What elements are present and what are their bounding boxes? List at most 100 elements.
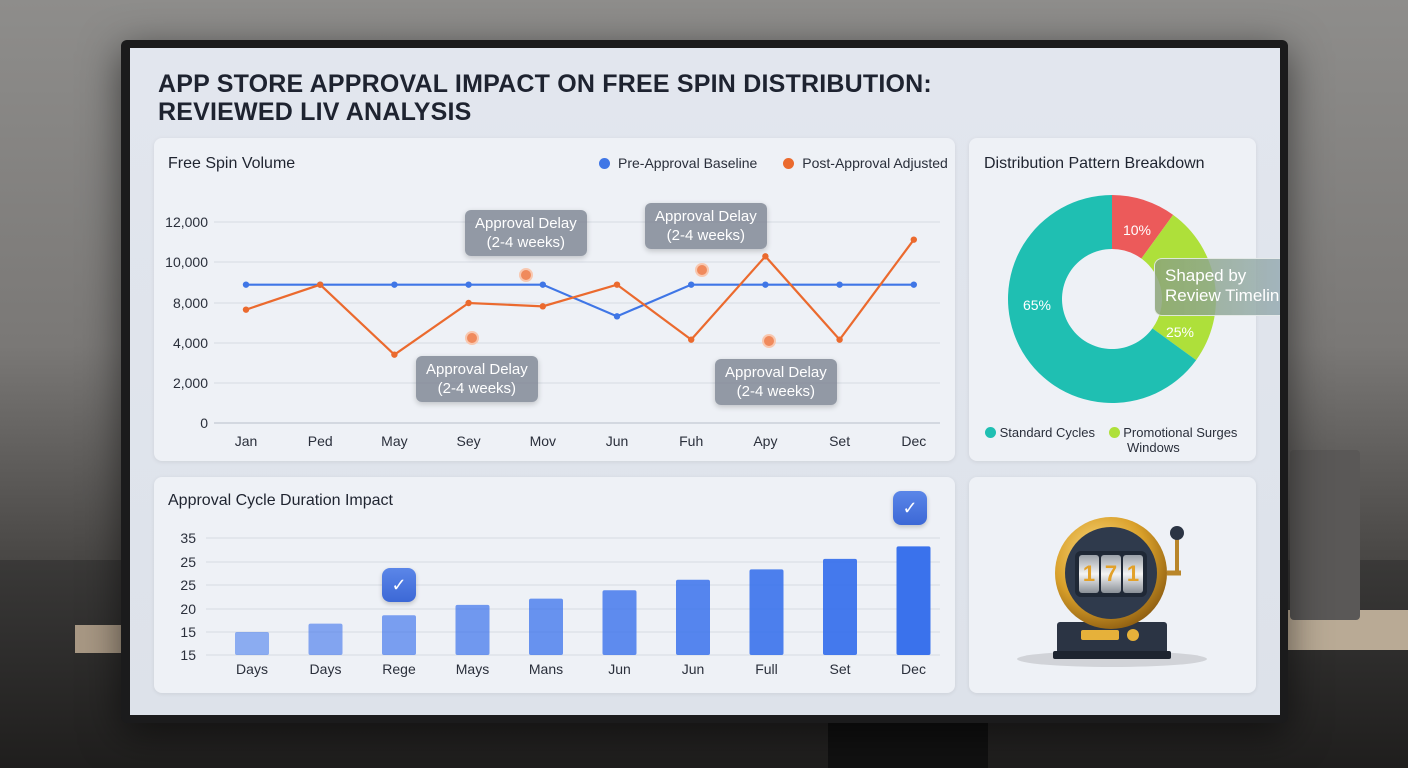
data-point (910, 236, 917, 243)
bar (382, 615, 416, 655)
series-line-post (245, 239, 915, 357)
check-badge-icon: ✓ (893, 491, 927, 525)
legend-label-pre: Pre-Approval Baseline (618, 155, 758, 171)
bar (823, 558, 857, 655)
x-tick-label: Ped (308, 433, 333, 449)
x-tick-label: Mov (530, 433, 556, 449)
dashboard-screen: APP STORE APPROVAL IMPACT ON FREE SPIN D… (130, 48, 1280, 715)
x-tick-label: Rege (382, 661, 416, 677)
y-tick-label: 4,000 (173, 335, 208, 351)
x-tick-label: Set (829, 433, 850, 449)
bar (455, 604, 490, 655)
x-tick-label: Dec (901, 661, 926, 677)
data-point (836, 281, 843, 288)
y-tick-label: 12,000 (165, 214, 208, 230)
x-tick-label: Jun (608, 661, 631, 677)
line-chart-plot: 0 2,000 4,000 8,000 10,000 12,000 Jan Ped May Sey… (165, 214, 940, 449)
data-point (391, 351, 398, 358)
check-badge-icon: ✓ (382, 568, 416, 602)
legend-label-post: Post-Approval Adjusted (802, 155, 948, 171)
line-chart-card: Free Spin Volume Pre-Approval Baseline P… (154, 138, 955, 461)
data-point (242, 306, 250, 313)
svg-text:1: 1 (1127, 561, 1139, 586)
x-tick-label: Jan (235, 433, 258, 449)
slot-machine-card: 1 7 1 (969, 477, 1256, 693)
data-point (613, 313, 621, 320)
approval-delay-callout-3: Approval Delay (2-4 weeks) (416, 356, 538, 402)
y-tick-label: 25 (180, 577, 196, 593)
donut-legend: Standard Cycles Promotional Surges Windo… (985, 425, 1255, 455)
y-tick-label: 15 (180, 624, 196, 640)
x-tick-label: Apy (753, 433, 777, 449)
bar-chart-title: Approval Cycle Duration Impact (168, 492, 393, 509)
approval-delay-callout-2: Approval Delay (2-4 weeks) (645, 203, 767, 249)
donut-slice (1112, 195, 1174, 259)
delay-marker (465, 331, 479, 345)
bar (308, 623, 343, 655)
x-tick-label: Mans (529, 661, 563, 677)
shaped-by-review-callout: Shaped by Review Timelines (1154, 258, 1280, 316)
x-tick-label: Days (310, 661, 342, 677)
data-point (836, 336, 843, 343)
data-point (762, 253, 769, 260)
approval-delay-callout-4: Approval Delay (2-4 weeks) (715, 359, 837, 405)
legend-swatch-post (783, 157, 795, 169)
y-tick-label: 10,000 (165, 254, 208, 270)
donut-slice (1008, 195, 1197, 403)
data-point (910, 281, 917, 288)
legend-swatch-promotional (1108, 427, 1120, 438)
data-point (465, 281, 472, 288)
bar (749, 569, 784, 655)
bar (896, 546, 931, 655)
line-chart-title: Free Spin Volume (168, 155, 296, 172)
line-legend: Pre-Approval Baseline Post-Approval Adju… (599, 155, 948, 171)
dashboard-title: APP STORE APPROVAL IMPACT ON FREE SPIN D… (158, 70, 932, 126)
approval-delay-callout-1: Approval Delay (2-4 weeks) (465, 210, 587, 256)
slot-machine-icon: 1 7 1 (1017, 517, 1207, 667)
data-point (762, 281, 769, 288)
data-point (613, 281, 621, 288)
bar (529, 598, 563, 655)
data-point (688, 336, 695, 343)
x-tick-label: Jun (606, 433, 629, 449)
title-line-1: APP STORE APPROVAL IMPACT ON FREE SPIN D… (158, 70, 932, 98)
delay-marker (762, 334, 776, 348)
y-tick-label: 25 (180, 554, 196, 570)
x-tick-label: May (381, 433, 407, 449)
y-tick-label: 15 (180, 647, 196, 663)
data-point (539, 303, 546, 310)
data-point (391, 281, 398, 288)
legend-swatch-pre (599, 157, 610, 169)
bar (235, 632, 269, 655)
slice-value-label: 10% (1123, 222, 1151, 238)
x-tick-label: Jun (682, 661, 705, 677)
bar-chart-plot: 15 15 20 25 25 35 Days Days Rege Mays Mans Jun Jun Fu… (180, 530, 940, 677)
y-tick-label: 8,000 (173, 295, 208, 311)
y-tick-label: 2,000 (173, 375, 208, 391)
monitor-stand (828, 722, 988, 768)
bar-chart-card: Approval Cycle Duration Impact 15 15 20 25 2… (154, 477, 955, 693)
data-point (465, 299, 472, 307)
x-tick-label: Fuh (679, 433, 703, 449)
bar (602, 590, 637, 655)
svg-text:1: 1 (1083, 561, 1095, 586)
y-tick-label: 0 (200, 415, 208, 431)
y-tick-label: 20 (180, 601, 196, 617)
slice-value-label: 25% (1166, 324, 1194, 340)
data-point (242, 281, 250, 288)
legend-swatch-standard (985, 427, 996, 438)
background-object (1290, 450, 1360, 620)
bar (676, 579, 710, 655)
slice-value-label: 65% (1023, 297, 1051, 313)
legend-label-promotional: Promotional Surges (1123, 425, 1238, 440)
svg-text:7: 7 (1105, 561, 1117, 586)
x-tick-label: Days (236, 661, 268, 677)
x-tick-label: Dec (901, 433, 926, 449)
y-tick-label: 35 (180, 530, 196, 546)
data-point (539, 281, 546, 288)
delay-marker (519, 268, 533, 282)
data-point (317, 281, 324, 288)
x-tick-label: Full (755, 661, 778, 677)
x-tick-label: Mays (456, 661, 489, 677)
donut-chart-title: Distribution Pattern Breakdown (984, 155, 1205, 172)
